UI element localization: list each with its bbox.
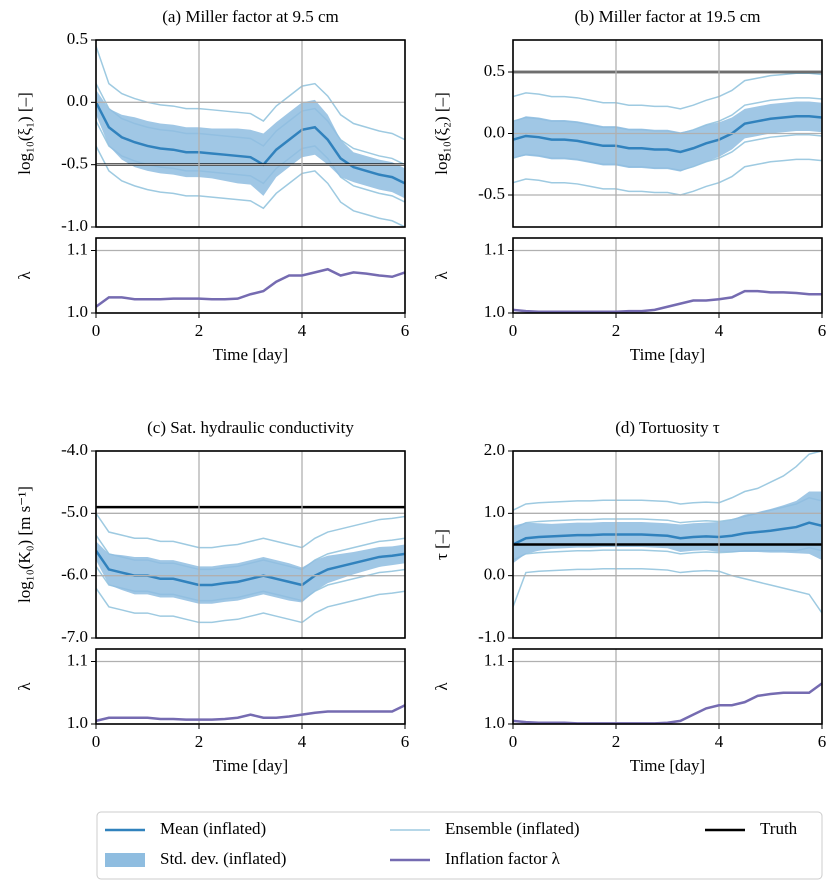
legend-box bbox=[96, 811, 823, 880]
ensemble-line bbox=[96, 145, 405, 227]
axes-frame bbox=[512, 237, 823, 314]
y-tick-label: 1.1 bbox=[67, 239, 88, 258]
x-axis-label: Time [day] bbox=[630, 756, 705, 775]
axes-frame bbox=[512, 648, 823, 725]
x-tick-label: 2 bbox=[195, 321, 204, 340]
y-axis-label: log₁₀(ξ₁) [–] bbox=[15, 92, 34, 174]
y-tick-label: 1.0 bbox=[67, 713, 88, 732]
legend-label: Std. dev. (inflated) bbox=[160, 849, 286, 868]
y-axis-label: τ [–] bbox=[432, 529, 451, 560]
axes-frame bbox=[95, 237, 406, 314]
inflation-line bbox=[95, 267, 406, 308]
x-tick-label: 6 bbox=[401, 321, 410, 340]
y-tick-label: -0.5 bbox=[61, 154, 88, 173]
y-tick-label: -5.0 bbox=[61, 502, 88, 521]
ensemble-line bbox=[96, 587, 405, 624]
axes-frame bbox=[512, 39, 823, 228]
plot-area bbox=[513, 451, 822, 614]
legend-label: Truth bbox=[760, 819, 798, 838]
y-tick-label: 0.0 bbox=[484, 122, 505, 141]
panel-title: (a) Miller factor at 9.5 cm bbox=[162, 7, 339, 26]
x-tick-label: 4 bbox=[298, 732, 307, 751]
x-tick-label: 6 bbox=[818, 321, 827, 340]
ensemble-line bbox=[513, 568, 822, 614]
y-tick-label: 0.0 bbox=[67, 91, 88, 110]
x-tick-label: 6 bbox=[818, 732, 827, 751]
panel-title: (b) Miller factor at 19.5 cm bbox=[575, 7, 761, 26]
lambda-axis-label: λ bbox=[15, 682, 34, 691]
std-band bbox=[96, 541, 405, 604]
y-tick-label: -1.0 bbox=[61, 216, 88, 235]
y-axis-label: log₁₀(ξ₂) [–] bbox=[432, 92, 451, 174]
y-tick-label: 1.0 bbox=[484, 502, 505, 521]
y-axis-label: log₁₀(K₀) [m s⁻¹] bbox=[15, 486, 34, 603]
y-tick-label: -4.0 bbox=[61, 440, 88, 459]
mean-line bbox=[513, 115, 822, 154]
ensemble-line bbox=[513, 451, 822, 511]
y-tick-label: 1.0 bbox=[67, 302, 88, 321]
legend-label: Inflation factor λ bbox=[445, 849, 561, 868]
legend-swatch bbox=[105, 853, 145, 867]
inflation-line bbox=[95, 704, 406, 723]
y-tick-label: 1.0 bbox=[484, 302, 505, 321]
ensemble-line bbox=[513, 158, 822, 196]
plot-area bbox=[96, 45, 405, 227]
lambda-axis-label: λ bbox=[432, 271, 451, 280]
legend-label: Mean (inflated) bbox=[160, 819, 266, 838]
plot-area bbox=[96, 505, 405, 624]
legend-label: Ensemble (inflated) bbox=[445, 819, 580, 838]
plot-area bbox=[513, 70, 822, 196]
axes-frame bbox=[512, 450, 823, 639]
x-tick-label: 4 bbox=[715, 321, 724, 340]
lambda-axis-label: λ bbox=[432, 682, 451, 691]
y-tick-label: 1.0 bbox=[484, 713, 505, 732]
y-tick-label: 0.0 bbox=[484, 565, 505, 584]
lambda-axis-label: λ bbox=[15, 271, 34, 280]
y-tick-label: 0.5 bbox=[484, 61, 505, 80]
panel-title: (d) Tortuosity τ bbox=[615, 418, 720, 437]
y-tick-label: 1.1 bbox=[67, 650, 88, 669]
inflation-line bbox=[512, 682, 823, 725]
ensemble-line bbox=[513, 72, 822, 110]
axes-frame bbox=[95, 39, 406, 228]
x-tick-label: 2 bbox=[612, 732, 621, 751]
y-tick-label: -0.5 bbox=[478, 184, 505, 203]
x-tick-label: 6 bbox=[401, 732, 410, 751]
x-tick-label: 0 bbox=[92, 732, 101, 751]
x-tick-label: 2 bbox=[612, 321, 621, 340]
std-band bbox=[96, 89, 405, 199]
x-tick-label: 0 bbox=[509, 321, 518, 340]
mean-line bbox=[96, 101, 405, 185]
y-tick-label: 2.0 bbox=[484, 440, 505, 459]
axes-frame bbox=[95, 450, 406, 639]
y-tick-label: 1.1 bbox=[484, 239, 505, 258]
mean-line bbox=[513, 521, 822, 546]
y-tick-label: 1.1 bbox=[484, 650, 505, 669]
y-tick-label: -6.0 bbox=[61, 565, 88, 584]
inflation-line bbox=[512, 289, 822, 313]
x-tick-label: 4 bbox=[298, 321, 307, 340]
y-tick-label: -7.0 bbox=[61, 627, 88, 646]
ensemble-line bbox=[96, 512, 405, 549]
x-axis-label: Time [day] bbox=[213, 345, 288, 364]
x-tick-label: 2 bbox=[195, 732, 204, 751]
std-band bbox=[513, 101, 822, 172]
x-tick-label: 0 bbox=[509, 732, 518, 751]
y-tick-label: -1.0 bbox=[478, 627, 505, 646]
x-axis-label: Time [day] bbox=[630, 345, 705, 364]
panel-title: (c) Sat. hydraulic conductivity bbox=[147, 418, 354, 437]
x-tick-label: 4 bbox=[715, 732, 724, 751]
y-tick-label: 0.5 bbox=[67, 29, 88, 48]
x-axis-label: Time [day] bbox=[213, 756, 288, 775]
axes-frame bbox=[95, 648, 406, 725]
x-tick-label: 0 bbox=[92, 321, 101, 340]
